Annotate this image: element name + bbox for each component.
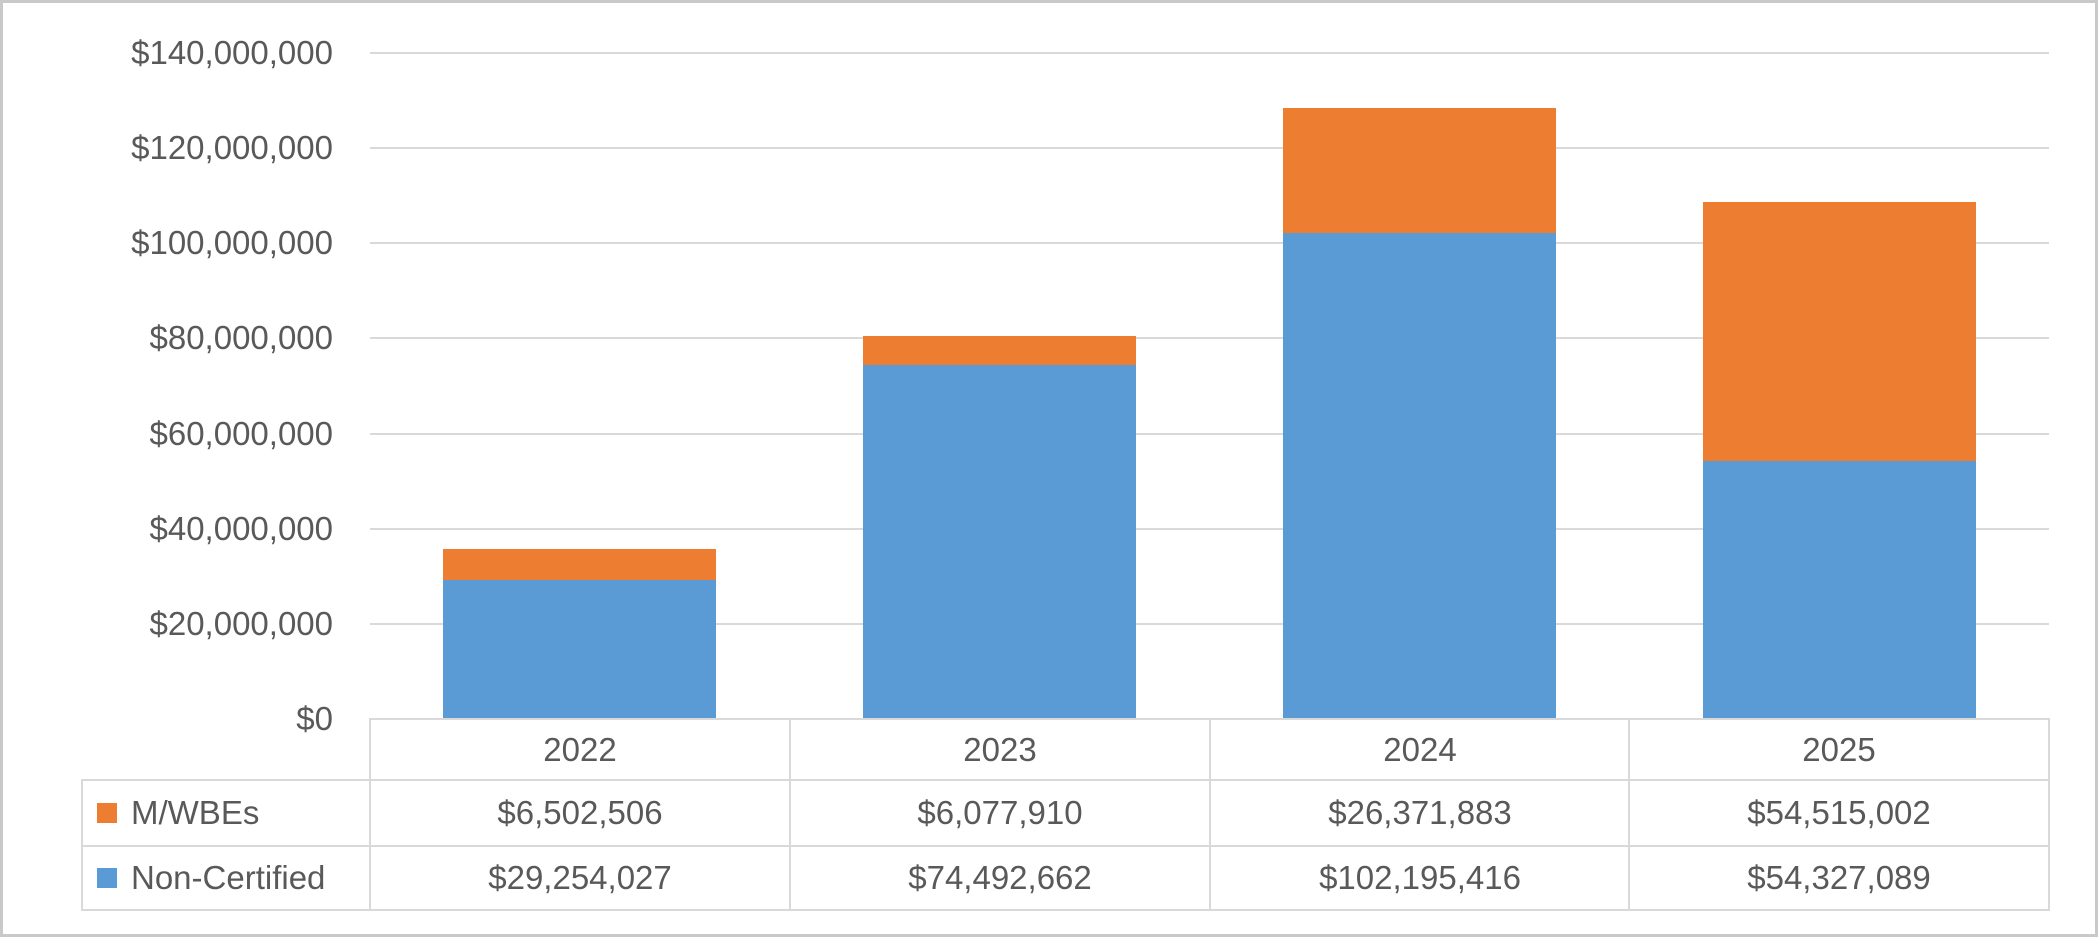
gridline [370,528,2049,530]
table-cell-non-certified-2022: $29,254,027 [488,859,672,896]
table-cell-non-certified-2025: $54,327,089 [1747,859,1931,896]
table-border [82,779,2049,781]
table-border [1628,718,1630,911]
gridline [370,147,2049,149]
bar-segment-m-wbes-2023[interactable] [863,336,1136,365]
gridline [370,623,2049,625]
bar-segment-non-certified-2022[interactable] [443,580,716,719]
y-axis-tick-label: $40,000,000 [149,510,333,547]
bar-segment-non-certified-2025[interactable] [1703,461,1976,719]
legend-label-non-certified: Non-Certified [131,859,326,896]
gridline [370,242,2049,244]
table-border [81,779,83,911]
table-header-cell-2023: 2023 [963,731,1037,768]
y-axis-tick-label: $0 [296,700,333,737]
bar-segment-m-wbes-2022[interactable] [443,549,716,580]
y-axis-tick-label: $140,000,000 [131,34,333,71]
legend-key-non-certified: Non-Certified [82,846,370,910]
table-border [789,718,791,911]
legend-key-m-wbes: M/WBEs [82,780,370,846]
table-cell-non-certified-2024: $102,195,416 [1319,859,1521,896]
y-axis-tick-label: $60,000,000 [149,415,333,452]
gridline [370,337,2049,339]
table-border [82,845,2049,847]
table-border [82,909,2049,911]
table-header-cell-2022: 2022 [543,731,617,768]
table-cell-non-certified-2023: $74,492,662 [908,859,1092,896]
table-border [369,718,371,911]
table-cell-m-wbes-2022: $6,502,506 [497,794,663,831]
table-cell-m-wbes-2023: $6,077,910 [917,794,1083,831]
y-axis-tick-label: $100,000,000 [131,224,333,261]
y-axis-tick-label: $20,000,000 [149,605,333,642]
table-border [1209,718,1211,911]
table-cell-m-wbes-2024: $26,371,883 [1328,794,1512,831]
table-cell-m-wbes-2025: $54,515,002 [1747,794,1931,831]
legend-label-m-wbes: M/WBEs [131,794,260,831]
gridline [370,433,2049,435]
bar-segment-non-certified-2024[interactable] [1283,233,1556,719]
y-axis-tick-label: $80,000,000 [149,319,333,356]
gridline [370,52,2049,54]
y-axis-tick-label: $120,000,000 [131,129,333,166]
legend-swatch-m-wbes-icon [97,803,117,823]
bar-segment-non-certified-2023[interactable] [863,365,1136,719]
table-header-cell-2024: 2024 [1383,731,1457,768]
table-header-cell-2025: 2025 [1802,731,1876,768]
table-border [2048,718,2050,911]
bar-segment-m-wbes-2024[interactable] [1283,108,1556,233]
legend-swatch-non-certified-icon [97,868,117,888]
bar-segment-m-wbes-2025[interactable] [1703,202,1976,461]
